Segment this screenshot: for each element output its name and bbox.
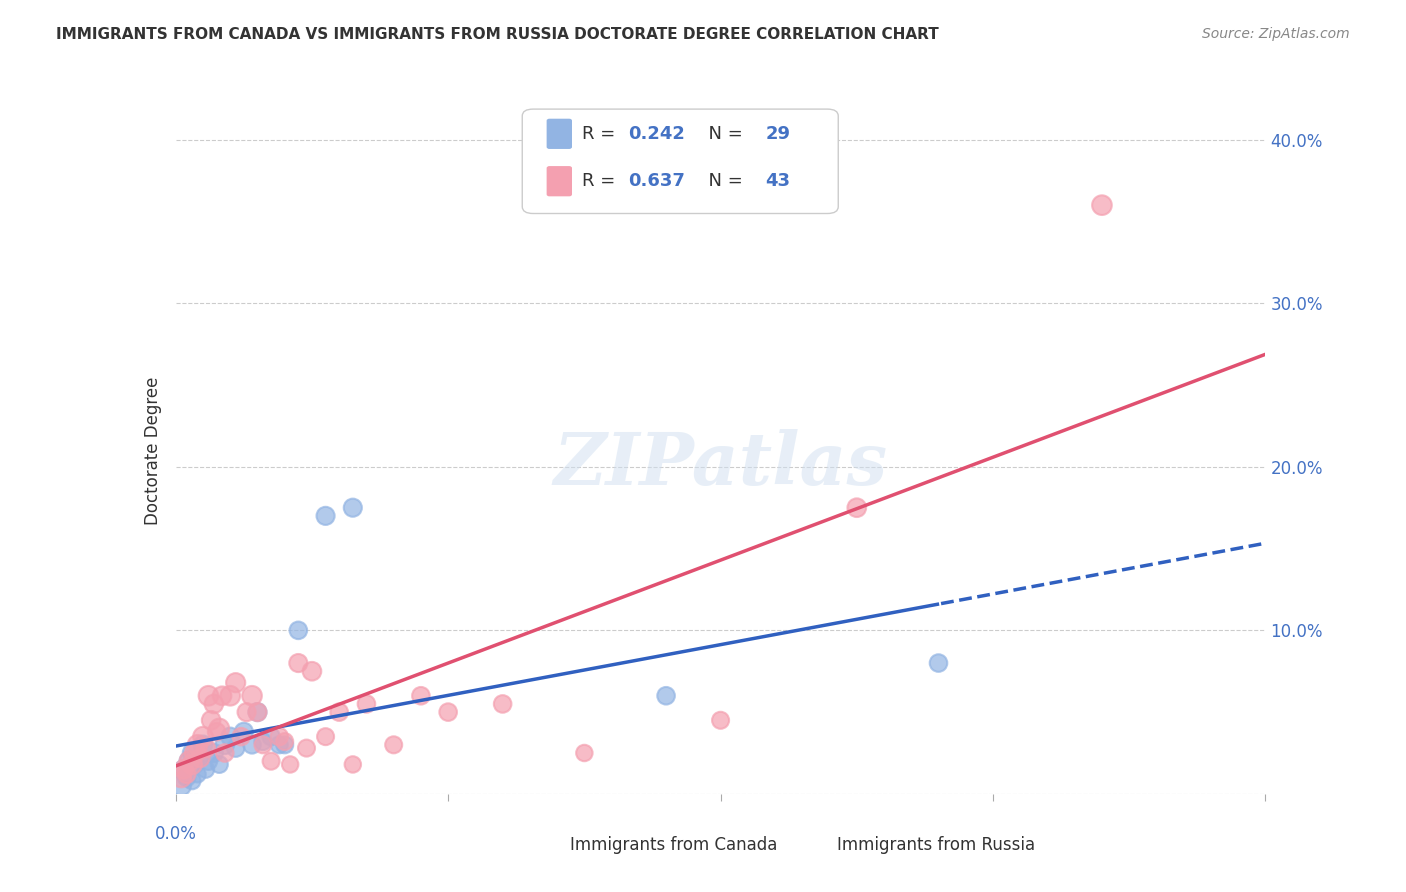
Point	[197, 689, 219, 703]
Point	[173, 762, 195, 776]
Point	[437, 705, 460, 719]
Point	[301, 664, 323, 679]
Point	[240, 738, 263, 752]
Point	[1091, 198, 1114, 212]
Point	[184, 757, 207, 772]
Point	[260, 730, 283, 744]
Point	[845, 500, 868, 515]
Text: 29: 29	[765, 125, 790, 143]
Y-axis label: Doctorate Degree: Doctorate Degree	[143, 376, 162, 524]
Point	[252, 734, 274, 748]
Point	[184, 746, 207, 760]
Point	[287, 656, 309, 670]
Point	[170, 771, 193, 785]
Point	[202, 746, 225, 760]
Point	[208, 757, 231, 772]
Point	[211, 689, 233, 703]
Point	[173, 762, 195, 776]
Point	[287, 624, 309, 638]
Point	[409, 689, 432, 703]
Point	[202, 697, 225, 711]
Point	[176, 767, 198, 781]
Point	[181, 757, 204, 772]
Point	[295, 741, 318, 756]
FancyBboxPatch shape	[547, 167, 571, 195]
Point	[191, 730, 214, 744]
Point	[269, 738, 291, 752]
Point	[240, 689, 263, 703]
Point	[269, 730, 291, 744]
Point	[200, 714, 222, 728]
FancyBboxPatch shape	[533, 833, 561, 858]
Point	[342, 500, 364, 515]
Point	[274, 738, 297, 752]
Text: R =: R =	[582, 172, 621, 190]
Point	[188, 751, 211, 765]
Point	[186, 767, 209, 781]
Point	[328, 705, 350, 719]
Text: Immigrants from Canada: Immigrants from Canada	[571, 837, 778, 855]
Point	[278, 757, 301, 772]
Point	[252, 738, 274, 752]
Point	[356, 697, 378, 711]
Point	[231, 730, 253, 744]
Text: IMMIGRANTS FROM CANADA VS IMMIGRANTS FROM RUSSIA DOCTORATE DEGREE CORRELATION CH: IMMIGRANTS FROM CANADA VS IMMIGRANTS FRO…	[56, 27, 939, 42]
Point	[235, 705, 257, 719]
Point	[188, 751, 211, 765]
Text: Source: ZipAtlas.com: Source: ZipAtlas.com	[1202, 27, 1350, 41]
Point	[181, 773, 204, 788]
Point	[382, 738, 405, 752]
Point	[179, 754, 201, 768]
Point	[191, 738, 214, 752]
Point	[208, 722, 231, 736]
Point	[710, 714, 733, 728]
Point	[246, 705, 269, 719]
Text: R =: R =	[582, 125, 621, 143]
Text: N =: N =	[696, 172, 748, 190]
Point	[315, 730, 337, 744]
Text: 43: 43	[765, 172, 790, 190]
Point	[197, 754, 219, 768]
FancyBboxPatch shape	[800, 833, 828, 858]
Point	[181, 746, 204, 760]
Text: 0.637: 0.637	[628, 172, 685, 190]
Point	[342, 757, 364, 772]
Text: ZIPatlas: ZIPatlas	[554, 429, 887, 500]
Point	[205, 724, 228, 739]
Point	[179, 754, 201, 768]
Point	[225, 675, 247, 690]
Point	[225, 741, 247, 756]
Point	[655, 689, 678, 703]
FancyBboxPatch shape	[547, 120, 571, 148]
FancyBboxPatch shape	[522, 109, 838, 213]
Point	[574, 746, 596, 760]
Point	[186, 738, 209, 752]
Point	[214, 746, 236, 760]
Text: Immigrants from Russia: Immigrants from Russia	[837, 837, 1035, 855]
Point	[170, 779, 193, 793]
Point	[176, 771, 198, 785]
Text: 0.0%: 0.0%	[155, 825, 197, 843]
Point	[194, 741, 217, 756]
Point	[260, 754, 283, 768]
Point	[315, 508, 337, 523]
Point	[214, 738, 236, 752]
Point	[928, 656, 950, 670]
Point	[492, 697, 515, 711]
Point	[246, 705, 269, 719]
Point	[194, 762, 217, 776]
Text: 0.242: 0.242	[628, 125, 685, 143]
Text: N =: N =	[696, 125, 748, 143]
Point	[219, 730, 242, 744]
Point	[219, 689, 242, 703]
Point	[274, 734, 297, 748]
Point	[232, 724, 254, 739]
